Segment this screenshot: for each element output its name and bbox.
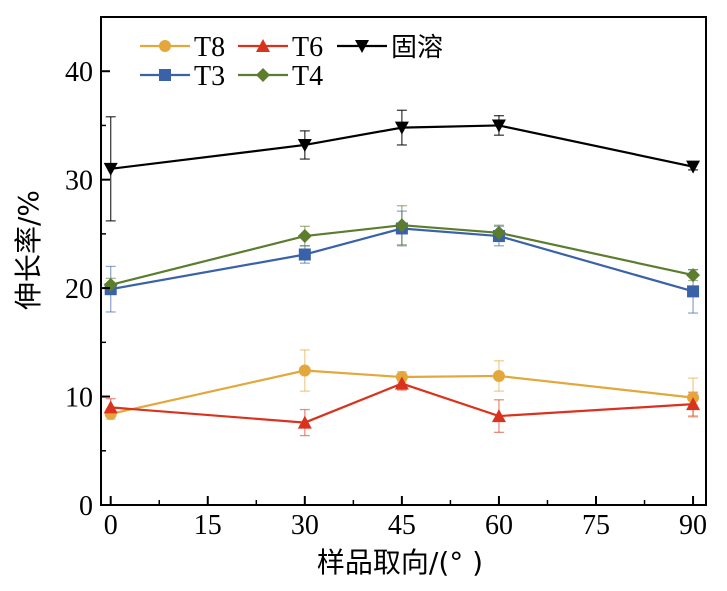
y-tick-label: 10 bbox=[65, 383, 93, 414]
legend-item-0-label: T8 bbox=[194, 32, 225, 63]
legend-item-2-marker bbox=[355, 40, 369, 53]
legend-item-0-marker bbox=[159, 40, 171, 52]
legend-item-4-marker bbox=[256, 68, 270, 82]
series-0-point bbox=[492, 369, 505, 382]
x-axis-title: 样品取向/(° ) bbox=[317, 546, 483, 579]
series-1-point bbox=[686, 397, 701, 411]
legend-item-4-label: T4 bbox=[292, 61, 323, 92]
legend-item-2-label: 固溶 bbox=[391, 33, 443, 63]
legend: T8 T6 固溶 T3 T4 bbox=[140, 32, 443, 92]
legend-item-3-label: T3 bbox=[194, 61, 225, 92]
series-3-point bbox=[687, 285, 700, 298]
y-tick-label: 0 bbox=[79, 491, 93, 522]
legend-item-1-marker bbox=[256, 39, 270, 52]
series-1-point bbox=[394, 376, 409, 390]
axes-layer: 0 10 20 30 40 0 15 30 45 60 75 90 bbox=[65, 16, 707, 541]
series-2-point bbox=[394, 121, 409, 135]
legend-item-1-label: T6 bbox=[292, 32, 323, 63]
series-1-point bbox=[491, 409, 506, 423]
series-0-point bbox=[298, 364, 311, 377]
x-tick-label: 30 bbox=[291, 510, 319, 541]
series-4-point bbox=[297, 229, 312, 244]
x-tick-label: 75 bbox=[582, 510, 610, 541]
y-tick-label: 20 bbox=[65, 274, 93, 305]
series-1-point bbox=[297, 415, 312, 429]
legend-item-3-marker bbox=[159, 69, 171, 81]
series-2-point bbox=[297, 138, 312, 152]
series-4-point bbox=[491, 225, 506, 240]
series-1-point bbox=[103, 400, 118, 414]
series-2-point bbox=[491, 119, 506, 133]
y-axis-title: 伸长率/% bbox=[12, 190, 45, 310]
series-markers-layer bbox=[103, 119, 701, 429]
x-tick-label: 15 bbox=[194, 510, 222, 541]
plot-frame bbox=[100, 16, 707, 506]
x-tick-label: 45 bbox=[388, 510, 416, 541]
series-2-point bbox=[686, 160, 701, 174]
x-tick-label: 60 bbox=[485, 510, 513, 541]
series-3-point bbox=[298, 248, 311, 261]
x-tick-label: 90 bbox=[679, 510, 707, 541]
series-4-point bbox=[686, 268, 701, 283]
series-2-point bbox=[103, 162, 118, 176]
series-4-point bbox=[394, 218, 409, 233]
y-tick-label: 30 bbox=[65, 166, 93, 197]
x-tick-label: 0 bbox=[104, 510, 118, 541]
y-tick-label: 40 bbox=[65, 57, 93, 88]
